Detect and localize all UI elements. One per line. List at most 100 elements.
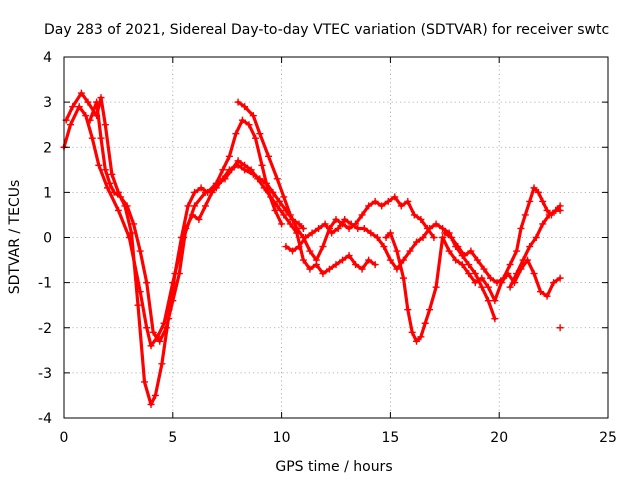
data-point [245, 121, 253, 129]
data-point [371, 261, 379, 269]
series-line [443, 186, 562, 285]
data-point [265, 152, 273, 160]
data-point [225, 152, 233, 160]
data-point [484, 283, 492, 291]
data-point [101, 166, 109, 174]
data-point [149, 328, 157, 336]
tick-layer: 0 5 10 15 20 25 -4 -3 -2 -1 0 1 2 3 4 [38, 50, 617, 446]
data-point [441, 229, 449, 237]
data-point [184, 202, 192, 210]
y-tick-label: 2 [43, 140, 52, 156]
data-point [143, 279, 151, 287]
data-point [67, 121, 75, 129]
data-point [299, 224, 307, 232]
data-point [365, 256, 373, 264]
data-point [432, 220, 440, 228]
y-tick-label: -3 [38, 366, 52, 382]
data-point [397, 202, 405, 210]
data-point [75, 103, 83, 111]
data-point [410, 211, 418, 219]
series-line [64, 91, 284, 407]
data-point [134, 301, 142, 309]
data-point [539, 220, 547, 228]
data-point [426, 224, 434, 232]
data-point [302, 234, 310, 241]
data-point [386, 256, 394, 264]
data-point [465, 270, 473, 278]
y-tick-label: 0 [43, 231, 52, 247]
data-point [127, 229, 135, 237]
data-point [534, 188, 542, 196]
data-point [156, 337, 164, 345]
data-point [556, 202, 564, 210]
data-point [254, 175, 262, 183]
data-point [447, 234, 455, 241]
data-point [506, 261, 514, 269]
data-point [106, 179, 114, 187]
data-point [251, 134, 259, 142]
data-point [197, 184, 205, 192]
data-point [493, 279, 501, 287]
data-point [426, 306, 434, 314]
data-point [147, 342, 155, 350]
data-point [478, 274, 486, 282]
data-point [69, 103, 77, 111]
chart-title: Day 283 of 2021, Sidereal Day-to-day VTE… [44, 22, 609, 38]
data-point [371, 197, 379, 205]
data-point [232, 130, 240, 138]
data-point [526, 197, 534, 205]
series-track-6 [382, 229, 564, 345]
data-point [188, 211, 196, 219]
data-point [439, 224, 447, 232]
data-point [319, 243, 327, 251]
data-point [478, 283, 486, 291]
data-point [513, 247, 521, 255]
data-point [221, 175, 229, 183]
data-point [293, 224, 301, 232]
data-point [312, 256, 320, 264]
data-point [328, 229, 336, 237]
series-line [88, 100, 377, 343]
data-point [347, 220, 355, 228]
data-point [386, 229, 394, 237]
data-point [280, 193, 288, 201]
data-point [238, 116, 246, 124]
data-point [393, 247, 401, 255]
data-point [334, 224, 342, 232]
data-point [249, 112, 257, 120]
data-point [408, 328, 416, 336]
data-point [517, 224, 525, 232]
data-point [191, 188, 199, 196]
x-tick-label: 10 [273, 430, 291, 446]
data-point [288, 247, 296, 255]
data-point [84, 98, 92, 106]
data-point [256, 130, 264, 138]
data-point [273, 175, 281, 183]
y-tick-label: -2 [38, 321, 52, 337]
data-point [130, 220, 138, 228]
y-tick-label: 3 [43, 95, 52, 111]
data-point [182, 224, 190, 232]
data-point [500, 274, 508, 282]
data-point [530, 270, 538, 278]
data-point [191, 202, 199, 210]
data-point [108, 170, 116, 178]
data-point [413, 337, 421, 345]
data-point [77, 89, 85, 97]
data-point [513, 270, 521, 278]
data-point [82, 112, 90, 120]
data-point [241, 161, 249, 169]
data-point [543, 292, 551, 300]
data-point [162, 324, 170, 332]
data-point [367, 229, 375, 237]
data-point [295, 220, 303, 228]
data-point [458, 261, 466, 269]
y-tick-label: 1 [43, 185, 52, 201]
data-point [278, 220, 286, 228]
grid-layer [64, 57, 608, 418]
data-point [432, 283, 440, 291]
data-point [380, 243, 388, 251]
data-point [319, 270, 327, 278]
data-point [430, 234, 438, 241]
